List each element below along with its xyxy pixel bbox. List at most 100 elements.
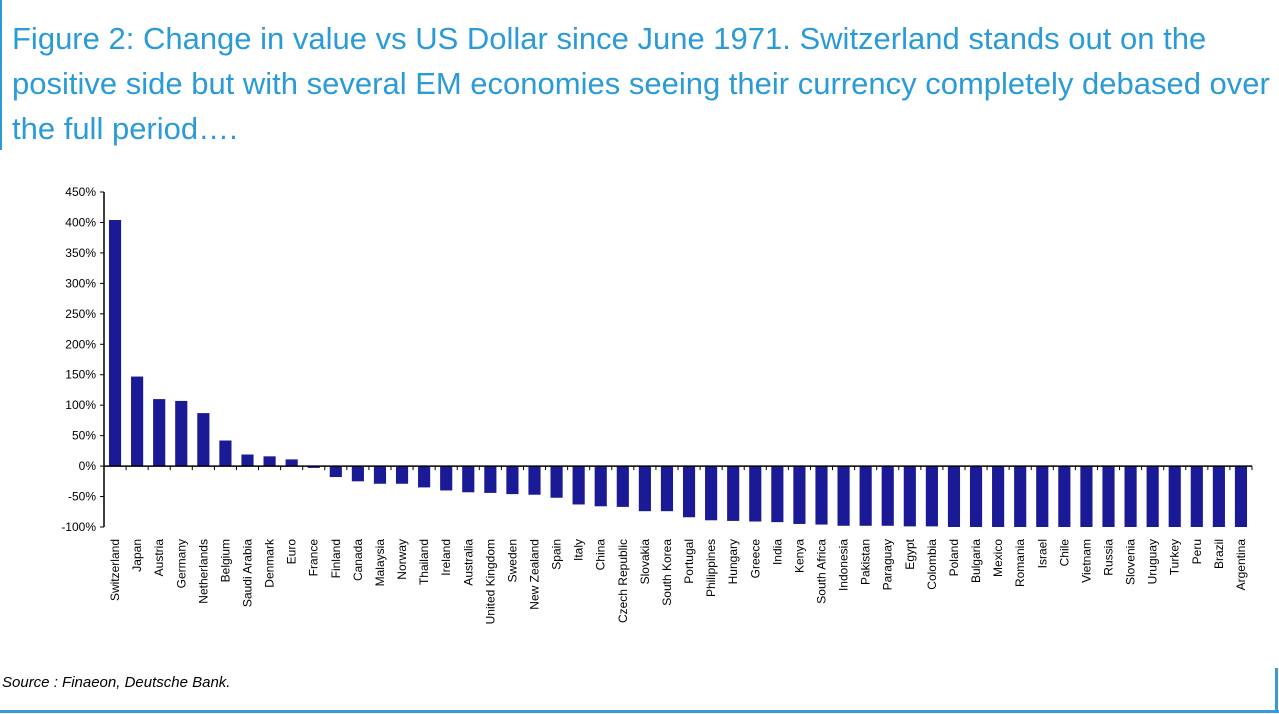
bar-south-korea [660, 466, 674, 512]
x-tick-label: Slovakia [638, 539, 652, 585]
x-tick-label: New Zealand [528, 539, 542, 610]
x-tick-label: Paraguay [881, 539, 895, 590]
bar-hungary [727, 466, 740, 521]
bar-canada [351, 466, 364, 482]
x-tick-label: Uruguay [1146, 539, 1160, 584]
y-tick-label: 50% [72, 429, 96, 443]
y-tick-label: 400% [65, 215, 96, 229]
bar-south-africa [815, 466, 828, 525]
x-tick-label: South Korea [660, 539, 674, 606]
x-tick-label: Bulgaria [969, 539, 983, 583]
bar-pakistan [859, 466, 872, 526]
bar-israel [1036, 466, 1049, 527]
x-tick-label: Saudi Arabia [241, 539, 255, 607]
figure-title: Figure 2: Change in value vs US Dollar s… [12, 21, 1270, 146]
x-tick-label: South Africa [815, 539, 829, 604]
bar-mexico [992, 466, 1005, 527]
x-tick-label: Switzerland [108, 539, 122, 601]
x-tick-label: Mexico [991, 539, 1005, 577]
x-tick-label: Russia [1102, 539, 1116, 576]
bar-chile [1058, 466, 1071, 527]
bar-indonesia [837, 466, 850, 526]
y-tick-label: -50% [68, 490, 96, 504]
bar-euro [285, 459, 298, 467]
bar-colombia [925, 466, 938, 527]
bar-germany [175, 400, 188, 467]
y-tick-label: 350% [65, 246, 96, 260]
x-tick-label: Germany [174, 539, 188, 588]
bar-slovenia [1124, 466, 1137, 527]
frame-right-line [1275, 668, 1278, 713]
bar-australia [462, 466, 475, 493]
bar-philippines [705, 466, 718, 521]
bar-denmark [263, 456, 276, 467]
bar-kenya [793, 466, 806, 524]
x-tick-label: Italy [572, 539, 586, 561]
bar-paraguay [881, 466, 894, 526]
y-tick-label: 200% [65, 337, 96, 351]
x-tick-label: Austria [152, 539, 166, 577]
x-tick-label: Pakistan [859, 539, 873, 585]
source-note: Source : Finaeon, Deutsche Bank. [2, 674, 231, 691]
bar-austria [153, 399, 166, 467]
x-tick-label: Ireland [439, 539, 453, 576]
x-tick-label: Greece [748, 539, 762, 579]
bar-czech-republic [616, 466, 629, 507]
x-tick-label: India [770, 539, 784, 565]
frame-left-line [0, 0, 2, 150]
bar-malaysia [373, 466, 387, 484]
bar-finland [329, 466, 342, 478]
x-tick-label: Denmark [263, 538, 277, 588]
x-tick-label: Colombia [925, 539, 939, 590]
bar-japan [131, 376, 144, 467]
x-tick-label: France [307, 539, 321, 577]
bar-belgium [219, 440, 232, 467]
y-tick-label: 0% [79, 459, 97, 473]
bar-china [594, 466, 607, 507]
x-tick-label: Slovenia [1124, 539, 1138, 585]
x-tick-label: Sweden [505, 539, 519, 582]
bar-norway [395, 466, 409, 484]
bar-turkey [1168, 466, 1181, 527]
x-tick-label: Japan [130, 539, 144, 572]
bar-egypt [903, 466, 916, 527]
bar-new-zealand [528, 466, 541, 495]
y-tick-label: 250% [65, 307, 96, 321]
x-tick-label: Hungary [726, 539, 740, 584]
x-tick-label: Chile [1057, 539, 1071, 567]
bar-switzerland [108, 220, 122, 467]
x-tick-label: Netherlands [196, 539, 210, 604]
y-tick-label: 150% [65, 368, 96, 382]
x-tick-label: Australia [461, 539, 475, 586]
frame-bottom-line [0, 710, 1279, 713]
bar-ireland [440, 466, 453, 491]
bar-brazil [1212, 466, 1225, 527]
x-tick-label: Philippines [704, 539, 718, 597]
x-tick-label: Romania [1013, 539, 1027, 587]
bar-italy [572, 466, 585, 505]
x-tick-label: Czech Republic [616, 539, 630, 623]
bar-thailand [418, 466, 431, 488]
bar-united-kingdom [484, 466, 497, 493]
x-tick-label: Peru [1190, 539, 1204, 564]
bar-argentina [1234, 466, 1248, 527]
bar-saudi-arabia [241, 454, 254, 467]
bar-greece [749, 466, 762, 522]
bar-vietnam [1080, 466, 1093, 527]
x-tick-label: Finland [329, 539, 343, 578]
bar-russia [1102, 466, 1115, 527]
x-tick-label: Brazil [1212, 539, 1226, 569]
bar-slovakia [638, 466, 651, 512]
bar-sweden [506, 466, 519, 495]
y-tick-label: 450% [65, 185, 96, 199]
bar-india [771, 466, 784, 523]
bar-bulgaria [969, 466, 983, 527]
x-tick-label: Malaysia [373, 539, 387, 587]
y-tick-label: 100% [65, 398, 96, 412]
x-tick-label: Indonesia [837, 539, 851, 591]
bar-france [307, 466, 320, 468]
x-tick-label: Euro [285, 539, 299, 565]
bar-chart: -100% -50% 0% 50% 100% 150% 200% 250% 300% 350% 40… [61, 185, 1253, 624]
x-tick-label: Kenya [792, 539, 806, 573]
x-tick-label: Thailand [417, 539, 431, 585]
